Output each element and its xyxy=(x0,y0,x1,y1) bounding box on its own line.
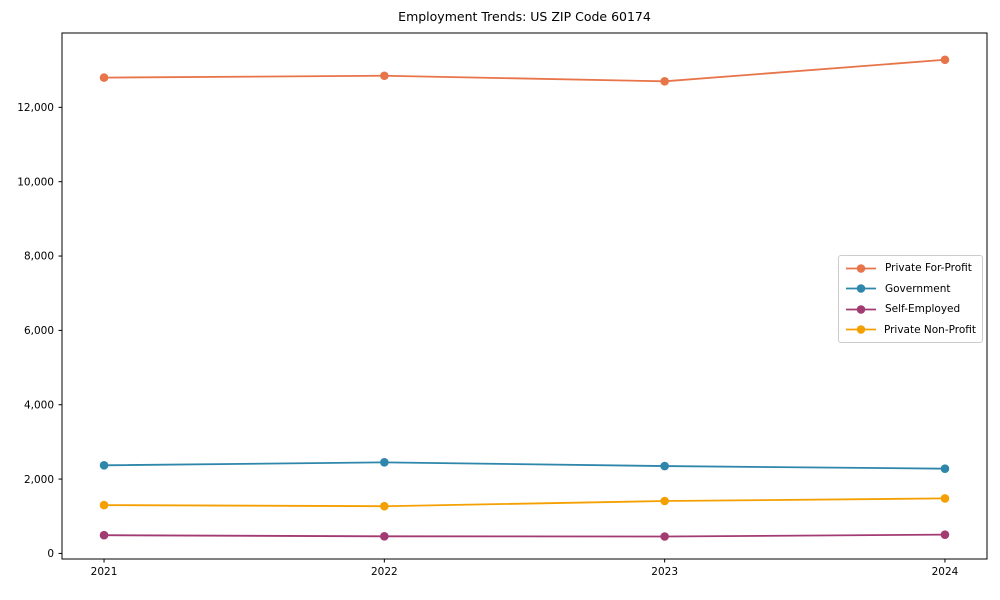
data-point-marker xyxy=(940,55,950,65)
chart-title: Employment Trends: US ZIP Code 60174 xyxy=(398,9,651,24)
data-point-marker xyxy=(940,464,950,473)
x-tick-label: 2023 xyxy=(651,566,678,578)
legend-item-label: Private Non-Profit xyxy=(883,323,976,336)
x-tick-label: 2021 xyxy=(91,566,118,578)
legend-item-label: Private For-Profit xyxy=(885,262,972,275)
data-point-marker xyxy=(99,500,109,510)
data-point-marker xyxy=(660,461,669,471)
data-point-marker xyxy=(380,532,389,541)
y-tick-label: 4,000 xyxy=(24,399,54,411)
x-tick-label: 2024 xyxy=(932,566,959,578)
legend: Private For-Profit Government Self-Employe… xyxy=(838,255,983,343)
legend-line-marker-icon xyxy=(846,304,876,314)
data-point-marker xyxy=(940,494,950,503)
data-point-marker xyxy=(660,532,669,541)
legend-line-marker-icon xyxy=(846,325,876,335)
data-point-marker xyxy=(99,73,109,82)
series-line-private-for-profit xyxy=(103,58,946,83)
series-line-self-employed xyxy=(103,533,946,538)
series-line-private-non-profit xyxy=(103,497,946,508)
y-tick-label: 12,000 xyxy=(17,102,54,114)
legend-item-self-employed: Self-Employed xyxy=(845,299,976,320)
y-tick-label: 8,000 xyxy=(24,251,54,263)
data-point-marker xyxy=(99,461,109,470)
legend-item-private-non-profit: Private Non-Profit xyxy=(845,320,976,341)
data-point-marker xyxy=(660,496,669,506)
legend-item-government: Government xyxy=(845,279,976,300)
data-point-marker xyxy=(660,77,669,86)
legend-item-label: Self-Employed xyxy=(885,303,961,316)
series-line-government xyxy=(103,461,946,470)
x-tick-label: 2022 xyxy=(371,566,398,578)
data-point-marker xyxy=(380,71,389,81)
data-point-marker xyxy=(99,530,109,540)
data-point-marker xyxy=(940,530,950,539)
plot-frame xyxy=(61,32,988,560)
y-tick-label: 10,000 xyxy=(17,176,54,188)
legend-item-label: Government xyxy=(885,282,951,295)
y-tick-label: 0 xyxy=(47,548,54,560)
data-point-marker xyxy=(380,501,389,511)
y-tick-label: 2,000 xyxy=(24,474,54,486)
legend-line-marker-icon xyxy=(846,263,876,273)
legend-item-private-for-profit: Private For-Profit xyxy=(845,258,976,279)
legend-line-marker-icon xyxy=(846,284,876,294)
data-point-marker xyxy=(380,458,389,467)
y-tick-label: 6,000 xyxy=(24,325,54,337)
